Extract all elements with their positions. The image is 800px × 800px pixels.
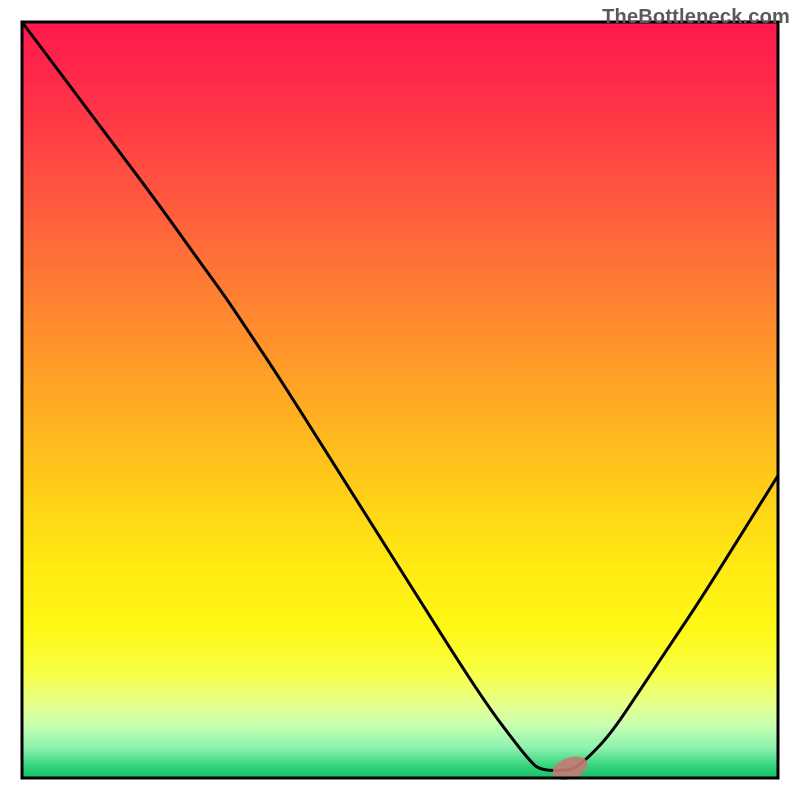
plot-background [22,22,778,778]
watermark-text: TheBottleneck.com [602,6,790,29]
chart-canvas: TheBottleneck.com [0,0,800,800]
bottleneck-chart [0,0,800,800]
